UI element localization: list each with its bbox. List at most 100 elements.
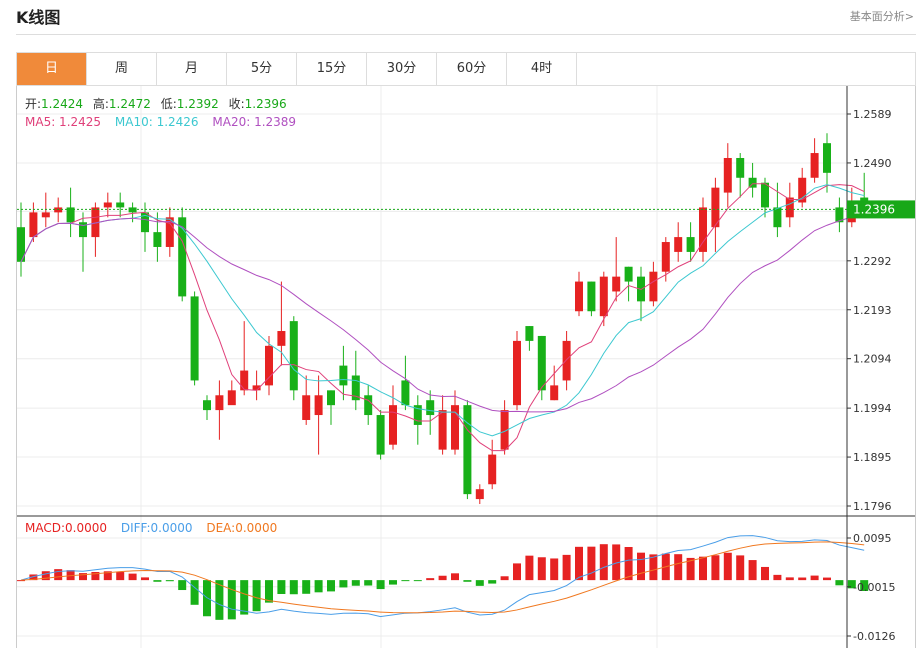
- macd-bar: [773, 574, 782, 581]
- candle-body: [575, 281, 583, 312]
- candle-body: [339, 365, 348, 386]
- candle-body: [314, 395, 323, 416]
- macd-bar: [500, 576, 509, 581]
- price-tick-label: 1.2292: [853, 255, 892, 268]
- candle-body: [587, 281, 596, 312]
- macd-bar: [190, 580, 199, 605]
- diff-line: [20, 535, 865, 618]
- macd-bar: [686, 557, 695, 581]
- macd-bar: [488, 580, 497, 584]
- macd-bar: [575, 546, 583, 581]
- candle-body: [265, 345, 273, 386]
- macd-bar: [327, 580, 335, 592]
- candle-body: [153, 232, 162, 247]
- candle-body: [463, 405, 472, 495]
- macd-bar: [599, 544, 608, 581]
- macd-bar: [736, 555, 745, 581]
- macd-bar: [351, 580, 360, 586]
- tab-week[interactable]: 周: [87, 53, 157, 85]
- chart-area[interactable]: 开:1.2424 高:1.2472 低:1.2392 收:1.2396 MA5:…: [16, 86, 916, 648]
- macd-tick-label: -0.0015: [853, 581, 895, 594]
- candlestick-chart[interactable]: 开:1.2424 高:1.2472 低:1.2392 收:1.2396 MA5:…: [17, 86, 915, 648]
- tab-4hour[interactable]: 4时: [507, 53, 577, 85]
- page-title: K线图: [16, 8, 61, 27]
- candle-body: [128, 207, 137, 213]
- ma5-legend: MA5: 1.2425: [25, 115, 101, 129]
- ma-legend: MA5: 1.2425 MA10: 1.2426 MA20: 1.2389: [25, 115, 296, 129]
- macd-bar: [612, 544, 621, 581]
- macd-bar: [227, 580, 236, 620]
- candle-body: [327, 390, 335, 406]
- macd-bar: [54, 569, 63, 581]
- candle-body: [91, 207, 100, 238]
- candle-body: [29, 212, 38, 238]
- candle-body: [79, 222, 87, 238]
- candle-body: [711, 187, 720, 228]
- macd-bar: [277, 580, 286, 594]
- macd-bar: [289, 580, 298, 595]
- candle-body: [17, 227, 25, 262]
- macd-bar: [835, 580, 844, 586]
- macd-bar: [364, 580, 373, 586]
- diff-value: DIFF:0.0000: [121, 521, 193, 535]
- macd-bar: [761, 566, 769, 581]
- macd-bar: [265, 580, 273, 603]
- candle-body: [500, 410, 509, 450]
- candle-body: [41, 212, 50, 218]
- macd-bar: [513, 563, 521, 581]
- chart-grid: [17, 86, 847, 648]
- macd-bar: [153, 580, 162, 582]
- macd-bar: [438, 575, 447, 581]
- candle-body: [736, 157, 745, 178]
- candle-body: [376, 415, 385, 455]
- candle-body: [227, 390, 236, 406]
- macd-bar: [798, 577, 807, 581]
- macd-bar: [79, 573, 87, 581]
- current-price-marker: [847, 200, 915, 219]
- macd-bar: [41, 571, 50, 581]
- candle-body: [810, 153, 819, 178]
- macd-bar: [103, 571, 112, 581]
- candle-body: [116, 202, 125, 208]
- macd-axis-labels: 0.0095 -0.0015 -0.0126: [847, 532, 895, 643]
- macd-bar: [128, 573, 137, 581]
- candle-body: [451, 405, 459, 450]
- macd-bar: [165, 580, 174, 582]
- candle-body: [165, 217, 174, 247]
- candle-body: [203, 400, 211, 411]
- candle-body: [190, 296, 199, 381]
- macd-tick-label: 0.0095: [853, 532, 892, 545]
- candle-body: [562, 340, 571, 381]
- tab-60min[interactable]: 60分: [437, 53, 507, 85]
- candle-body: [513, 340, 521, 406]
- ma20-legend: MA20: 1.2389: [212, 115, 296, 129]
- candle-body: [438, 410, 447, 450]
- macd-bar: [847, 580, 856, 589]
- macd-bar: [91, 572, 100, 581]
- candle-body: [798, 177, 807, 203]
- macd-bar: [674, 554, 683, 581]
- fundamental-analysis-link[interactable]: 基本面分析>: [849, 10, 914, 23]
- candle-body: [364, 395, 373, 416]
- candle-body: [785, 197, 794, 218]
- macd-bar: [723, 552, 732, 581]
- macd-bar: [785, 577, 794, 581]
- macd-bar: [711, 555, 720, 581]
- candle-body: [413, 405, 422, 425]
- macd-bar: [116, 572, 125, 581]
- timeframe-tabs: 日 周 月 5分 15分 30分 60分 4时: [16, 52, 916, 86]
- moving-average-lines: [20, 183, 865, 452]
- candle-body: [525, 326, 534, 341]
- macd-bar: [748, 560, 757, 581]
- macd-bar: [339, 580, 348, 588]
- tab-day[interactable]: 日: [17, 53, 87, 85]
- tab-5min[interactable]: 5分: [227, 53, 297, 85]
- ohlc-legend: 开:1.2424 高:1.2472 低:1.2392 收:1.2396: [25, 96, 287, 111]
- macd-bar: [810, 575, 819, 581]
- macd-value: MACD:0.0000: [25, 521, 107, 535]
- tab-30min[interactable]: 30分: [367, 53, 437, 85]
- tab-month[interactable]: 月: [157, 53, 227, 85]
- tab-15min[interactable]: 15分: [297, 53, 367, 85]
- candle-body: [612, 276, 621, 292]
- macd-bar: [141, 577, 149, 581]
